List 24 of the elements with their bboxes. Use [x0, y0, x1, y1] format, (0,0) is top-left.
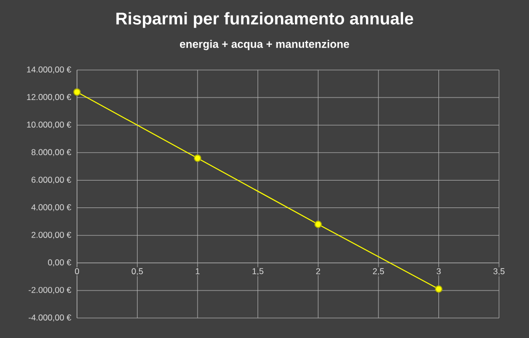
y-tick-label: 6.000,00 € [32, 176, 72, 184]
x-tick-label: 1,5 [252, 268, 264, 276]
x-tick-label: 3,5 [493, 268, 505, 276]
y-tick-label: 10.000,00 € [27, 122, 72, 129]
x-tick-label: 2,5 [372, 268, 384, 276]
y-tick-label: -4.000,00 € [28, 314, 72, 322]
x-tick-label: 3 [436, 268, 441, 274]
y-tick-label: 14.000,00 € [27, 66, 72, 74]
point [314, 220, 322, 228]
y-tick-label: -2.000,00 € [28, 286, 72, 294]
y-tick-label: 8.000,00 € [32, 149, 72, 156]
x-tick-label: 0 [74, 268, 80, 274]
point [435, 285, 442, 293]
y-tick-label: 12.000,00 € [27, 94, 72, 102]
y-tick-label: 4.000,00 € [31, 204, 72, 212]
chart-title: Risparmi per funzionamento annuale [116, 12, 414, 28]
x-tick-label: 1 [196, 268, 200, 274]
y-tick-label: 2.000,00 € [32, 232, 72, 239]
chart-subtitle: energia + acqua + manutenzione [180, 40, 350, 50]
point [73, 88, 81, 96]
point [194, 154, 202, 162]
x-tick-label: 2 [316, 268, 320, 274]
x-tick-label: 0,5 [132, 268, 143, 276]
y-tick-label: 0,00 € [48, 259, 72, 266]
